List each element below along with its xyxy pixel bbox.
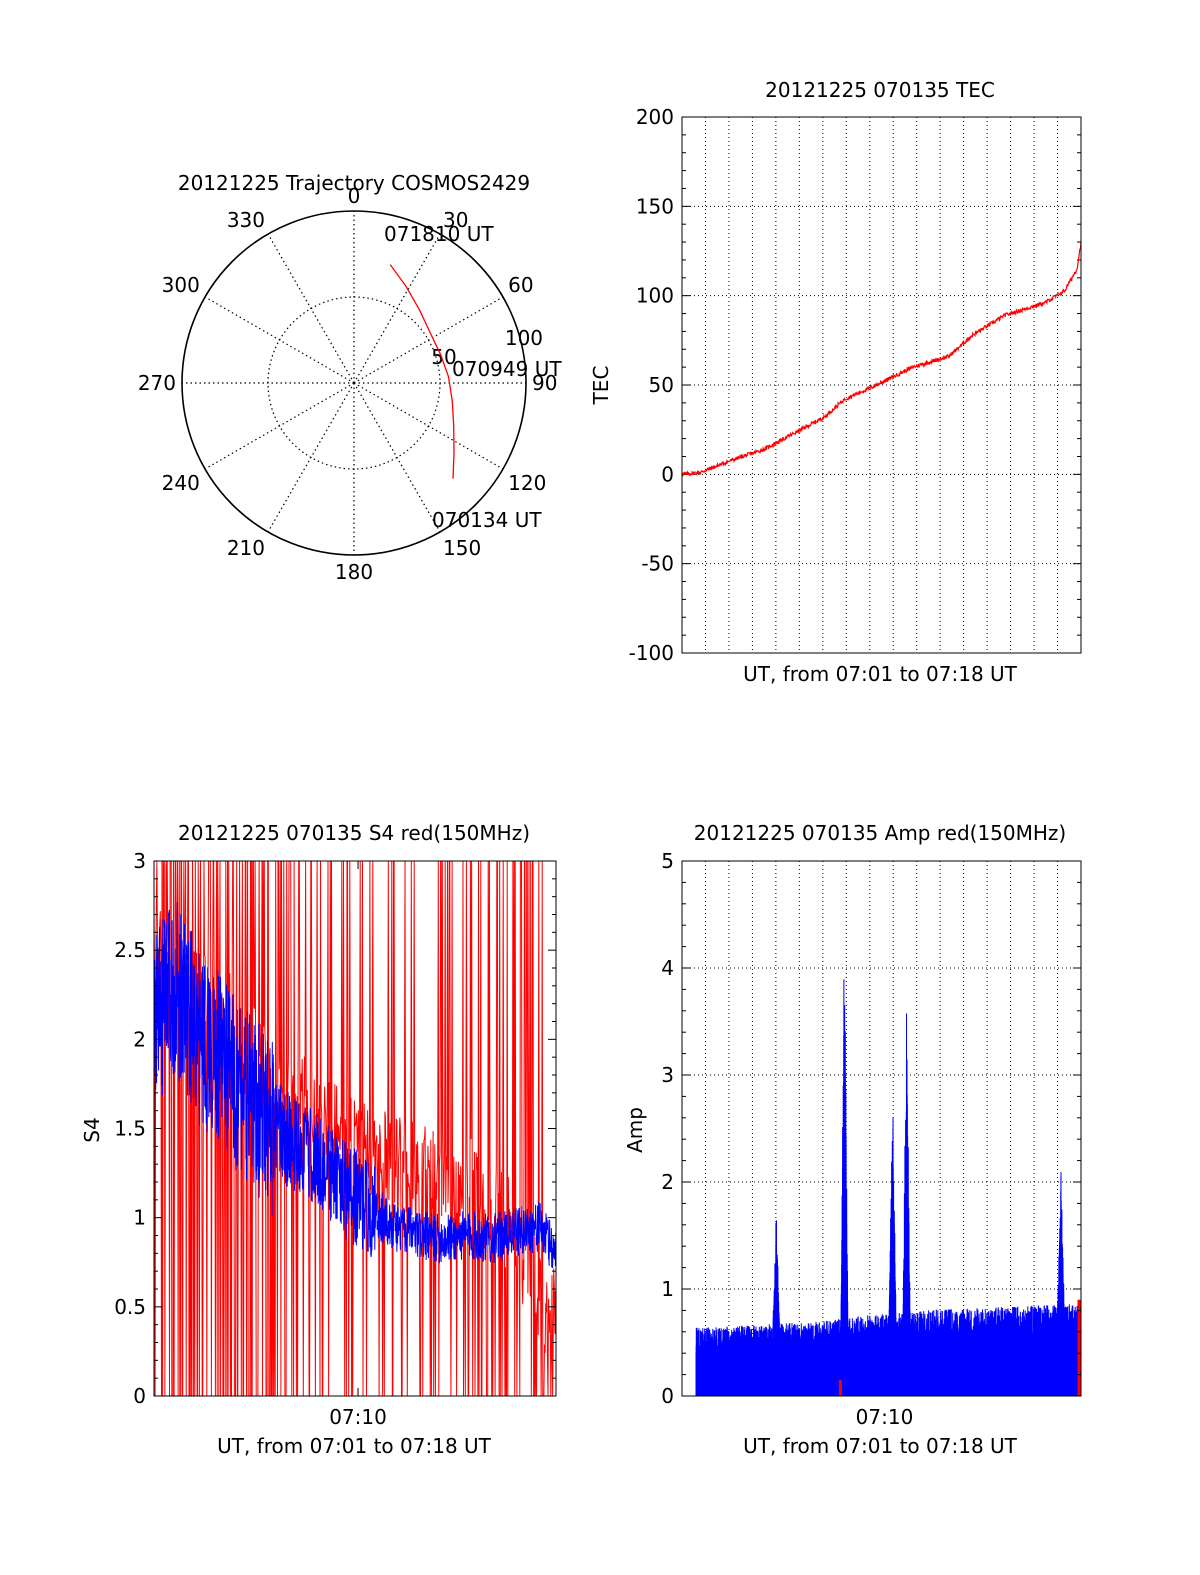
amp-title: 20121225 070135 Amp red(150MHz) <box>694 821 1066 845</box>
polar-azimuth-label: 180 <box>335 560 373 584</box>
s4-y-tick-label: 2 <box>133 1027 146 1051</box>
polar-radial-label: 100 <box>505 326 543 350</box>
polar-grid <box>181 210 527 556</box>
trajectory-end-time: 071810 UT <box>384 222 494 246</box>
s4-axes-frame <box>153 860 557 1397</box>
polar-spoke <box>353 296 504 384</box>
tec-grid <box>682 117 1081 653</box>
s4-blue-series <box>153 902 557 1269</box>
s4-y-tick-label: 1.5 <box>114 1117 146 1141</box>
s4-x-tick-label: 07:10 <box>329 1405 387 1429</box>
s4-ylabel: S4 <box>80 1117 104 1142</box>
polar-azimuth-label: 90 <box>532 371 557 395</box>
amp-panel: 20121225 070135 Amp red(150MHz) 0 1 2 3 4 5 0… <box>623 821 1082 1458</box>
s4-y-tick-label: 0 <box>133 1384 146 1408</box>
polar-azimuth-labels: 0 30 60 90 120 150 180 210 240 270 300 330 <box>138 184 558 584</box>
polar-spoke <box>353 233 441 384</box>
s4-panel: 20121225 070135 S4 red(150MHz) 0 0.5 1 1.5 2… <box>80 821 557 1458</box>
tec-panel: 20121225 070135 TEC -100-50050100150200 … <box>589 78 1082 686</box>
tec-title: 20121225 070135 TEC <box>765 78 995 102</box>
amp-blue-series <box>695 979 1082 1397</box>
polar-azimuth-label: 30 <box>443 208 468 232</box>
s4-series <box>153 860 557 1397</box>
amp-grid <box>682 861 1081 1396</box>
amp-y-tick-label: 4 <box>661 956 674 980</box>
tec-xlabel: UT, from 07:01 to 07:18 UT <box>743 662 1018 686</box>
s4-y-tick-label: 0.5 <box>114 1295 146 1319</box>
tec-y-tick-label: 200 <box>636 105 674 129</box>
tec-series-line <box>681 240 1082 477</box>
s4-xlabel: UT, from 07:01 to 07:18 UT <box>217 1434 492 1458</box>
polar-azimuth-label: 0 <box>348 184 361 208</box>
amp-series <box>695 979 1082 1397</box>
polar-azimuth-label: 210 <box>227 536 265 560</box>
tec-y-tick-label: 150 <box>636 194 674 218</box>
tec-y-tick-label: 100 <box>636 284 674 308</box>
polar-spoke <box>353 382 504 470</box>
tec-y-tick-label: -50 <box>641 552 674 576</box>
tec-y-tick-label: 0 <box>661 462 674 486</box>
s4-y-tick-label: 2.5 <box>114 938 146 962</box>
trajectory-mid-time: 070949 UT <box>452 357 562 381</box>
amp-y-tick-label: 1 <box>661 1277 674 1301</box>
polar-spoke <box>353 382 441 533</box>
trajectory-line <box>389 264 455 479</box>
s4-title: 20121225 070135 S4 red(150MHz) <box>178 821 530 845</box>
polar-azimuth-label: 270 <box>138 371 176 395</box>
amp-x-tick-label: 07:10 <box>856 1405 914 1429</box>
amp-xlabel: UT, from 07:01 to 07:18 UT <box>743 1434 1018 1458</box>
polar-azimuth-label: 120 <box>508 471 546 495</box>
polar-spoke <box>267 233 355 384</box>
tec-y-tick-label: 50 <box>649 373 674 397</box>
polar-spoke <box>204 296 355 384</box>
polar-azimuth-label: 240 <box>162 471 200 495</box>
s4-y-tick-label: 3 <box>133 849 146 873</box>
s4-red-series <box>153 860 557 1397</box>
amp-y-tick-label: 2 <box>661 1170 674 1194</box>
amp-y-tick-label: 0 <box>661 1384 674 1408</box>
trajectory-start-time: 070134 UT <box>432 508 542 532</box>
trajectory-title: 20121225 Trajectory COSMOS2429 <box>178 171 530 195</box>
polar-azimuth-label: 300 <box>162 273 200 297</box>
polar-azimuth-label: 60 <box>508 273 533 297</box>
polar-spoke <box>267 382 355 533</box>
trajectory-panel: 20121225 Trajectory COSMOS2429 0 30 60 90 12… <box>138 171 563 584</box>
polar-spoke <box>204 382 355 470</box>
s4-y-tick-labels: 0 0.5 1 1.5 2 2.5 3 <box>114 849 556 1408</box>
s4-x-tick-labels: 07:10 <box>329 861 387 1429</box>
polar-azimuth-label: 150 <box>443 536 481 560</box>
tec-axes-frame <box>681 116 1082 654</box>
tec-ylabel: TEC <box>589 366 613 406</box>
tec-y-tick-labels: -100 -50 0 50 100 150 200 <box>629 105 1081 665</box>
amp-x-tick-labels: 07:10 <box>856 1405 914 1429</box>
amp-ylabel: Amp <box>623 1107 647 1153</box>
polar-azimuth-label: 330 <box>227 208 265 232</box>
amp-y-tick-label: 3 <box>661 1063 674 1087</box>
tec-y-tick-label: -100 <box>629 641 674 665</box>
amp-y-tick-label: 5 <box>661 849 674 873</box>
amp-axes-frame <box>681 860 1082 1397</box>
s4-y-tick-label: 1 <box>133 1206 146 1230</box>
